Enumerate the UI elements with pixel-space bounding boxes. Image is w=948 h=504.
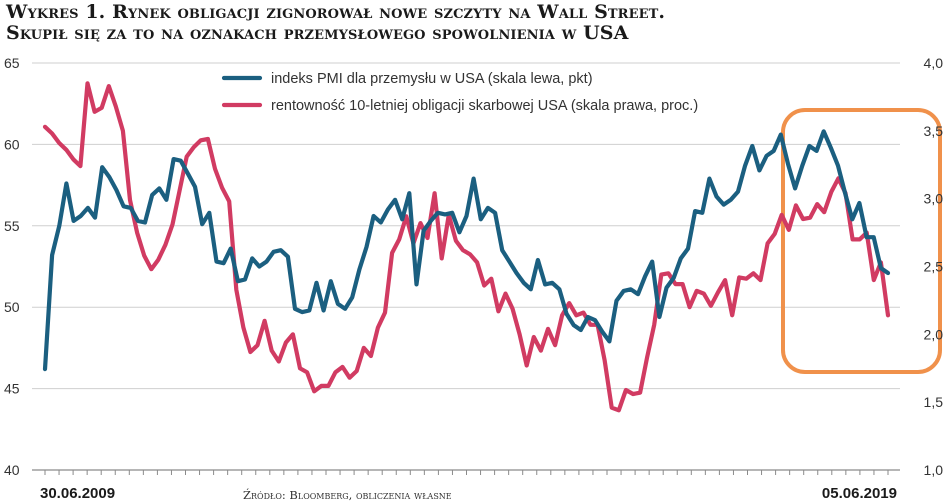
yield-series-line [42,81,891,413]
left-tick-label: 65 [4,55,20,71]
right-tick-label: 2,0 [924,326,944,342]
left-tick-label: 45 [4,381,20,397]
left-axis: 40 45 50 55 60 65 [4,55,20,478]
left-tick-label: 55 [4,218,20,234]
chart-title-line-2: Skupił się za to na oznakach przemysłowe… [6,22,629,44]
legend-label-yield: rentowność 10-letniej obligacji skarbowe… [271,98,698,114]
legend: indeks PMI dla przemysłu w USA (skala le… [221,71,698,114]
chart-title: Wykres 1. Rynek obligacji zignorował now… [6,2,936,44]
right-tick-label: 3,0 [924,191,944,207]
chart-title-line-1: Wykres 1. Rynek obligacji zignorował now… [6,1,666,23]
gridlines [32,62,900,475]
right-tick-label: 2,5 [924,259,944,275]
highlight-box [780,108,942,374]
series-lines [42,81,891,413]
left-tick-label: 60 [4,136,20,152]
right-tick-label: 1,0 [924,462,944,478]
source-note: Źródło: Bloomberg, obliczenia własne [243,488,452,502]
x-axis-end-label: 05.06.2019 [822,485,897,502]
x-axis-start-label: 30.06.2009 [40,485,115,502]
left-tick-label: 40 [4,462,20,478]
legend-label-pmi: indeks PMI dla przemysłu w USA (skala le… [271,71,593,87]
right-axis: 1,0 1,5 2,0 2,5 3,0 3,5 4,0 [924,55,944,478]
pmi-series-line [42,129,891,372]
right-tick-label: 3,5 [924,123,944,139]
right-tick-label: 4,0 [924,55,944,71]
left-tick-label: 50 [4,299,20,315]
right-tick-label: 1,5 [924,394,944,410]
